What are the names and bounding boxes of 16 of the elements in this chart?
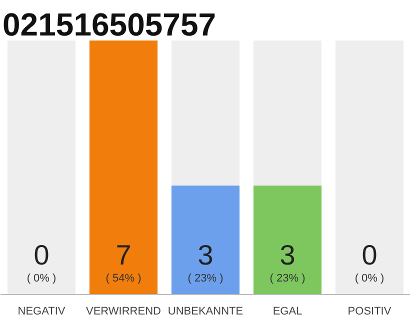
annotation: ( 0% ) [26, 272, 56, 284]
x-tick-label: EGAL [272, 306, 302, 318]
x-tick-label: POSITIV [348, 306, 392, 318]
data-label: 0 [362, 240, 378, 270]
annotation: ( 54% ) [106, 272, 142, 284]
chart-title: 021516505757 [2, 6, 216, 42]
annotation: ( 0% ) [354, 272, 384, 284]
x-tick-label: VERWIRREND [86, 306, 162, 318]
data-label: 7 [116, 240, 132, 270]
x-tick-label: NEGATIV [18, 306, 66, 318]
data-label: 0 [34, 240, 50, 270]
data-label: 3 [198, 240, 214, 270]
x-tick-label: UNBEKANNTE [168, 306, 244, 318]
annotation: ( 23% ) [188, 272, 224, 284]
annotation: ( 23% ) [270, 272, 306, 284]
data-label: 3 [280, 240, 296, 270]
